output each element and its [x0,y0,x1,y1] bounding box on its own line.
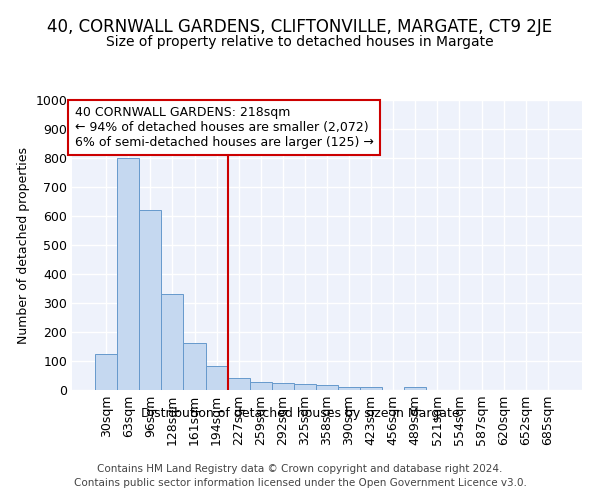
Bar [272,383,294,390]
Text: Distribution of detached houses by size in Margate: Distribution of detached houses by size … [140,408,460,420]
Bar [139,210,161,390]
Bar [360,387,382,390]
Bar [184,343,206,390]
Bar [161,294,184,390]
Bar [206,366,227,390]
Text: 40 CORNWALL GARDENS: 218sqm
← 94% of detached houses are smaller (2,072)
6% of s: 40 CORNWALL GARDENS: 218sqm ← 94% of det… [74,106,373,149]
Bar [338,387,360,390]
Bar [117,158,139,390]
Text: Size of property relative to detached houses in Margate: Size of property relative to detached ho… [106,35,494,49]
Bar [294,384,316,390]
Y-axis label: Number of detached properties: Number of detached properties [17,146,30,344]
Bar [227,378,250,390]
Bar [250,382,272,390]
Bar [95,354,117,390]
Bar [316,386,338,390]
Text: Contains HM Land Registry data © Crown copyright and database right 2024.
Contai: Contains HM Land Registry data © Crown c… [74,464,526,487]
Bar [404,387,427,390]
Text: 40, CORNWALL GARDENS, CLIFTONVILLE, MARGATE, CT9 2JE: 40, CORNWALL GARDENS, CLIFTONVILLE, MARG… [47,18,553,36]
